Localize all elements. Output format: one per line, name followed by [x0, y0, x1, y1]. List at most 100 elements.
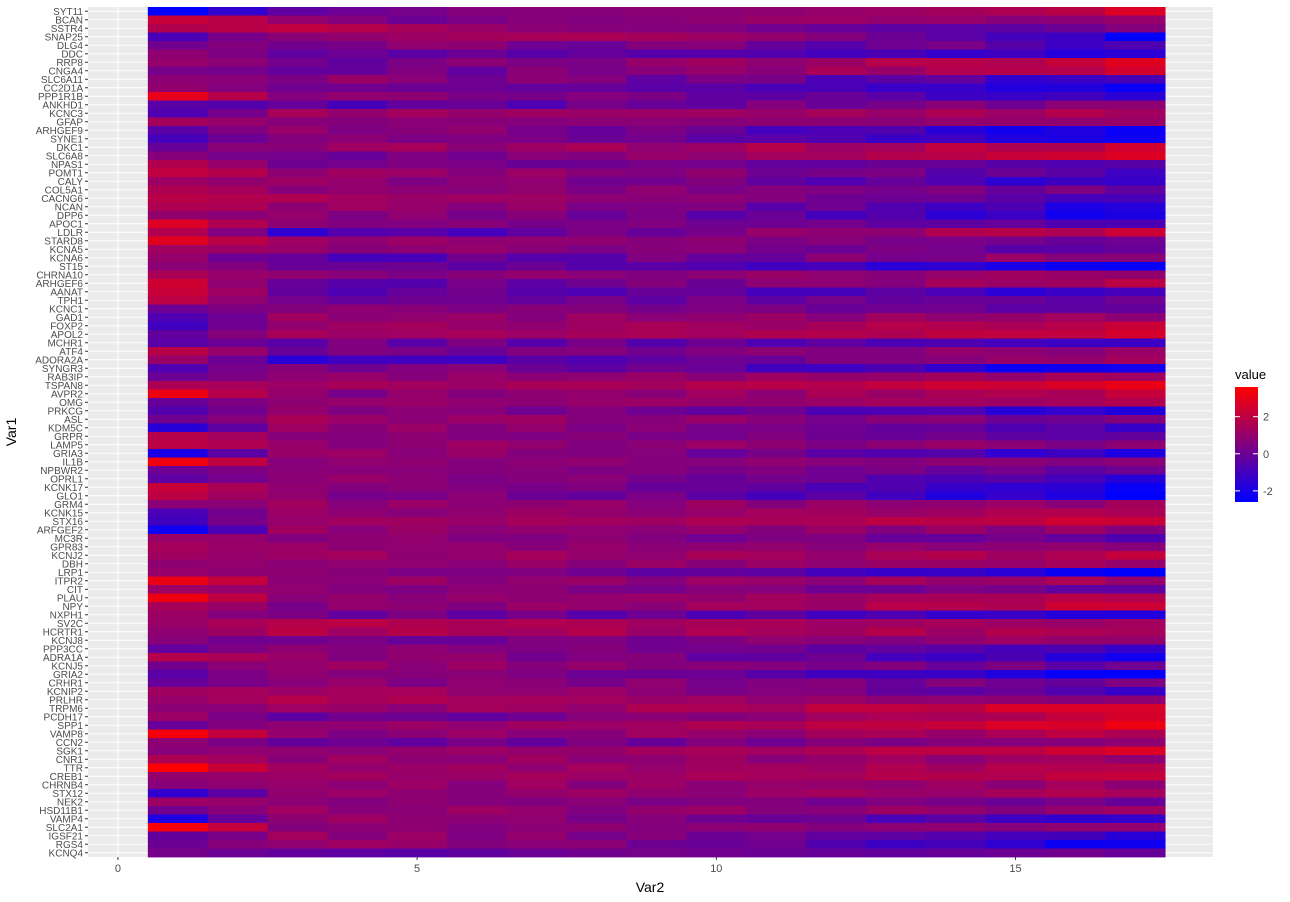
heatmap-cell — [267, 134, 328, 144]
heatmap-cell — [865, 636, 927, 645]
heatmap-cell — [626, 483, 687, 492]
heatmap-cell — [1045, 704, 1106, 713]
heatmap-cell — [1105, 151, 1166, 161]
y-tick-label: GAD1 — [56, 313, 84, 324]
y-tick-label: KCNK15 — [44, 508, 83, 519]
heatmap-cell — [447, 134, 508, 144]
heatmap-cell — [327, 670, 388, 679]
heatmap-cell — [626, 457, 687, 467]
heatmap-cell — [147, 585, 209, 594]
heatmap-cell — [985, 661, 1046, 671]
heatmap-cell — [985, 780, 1046, 790]
y-tick-label: ST15 — [59, 262, 83, 273]
heatmap-cell — [506, 219, 568, 229]
heatmap-cell — [447, 704, 508, 713]
heatmap-cell — [447, 143, 508, 152]
heatmap-cell — [566, 491, 627, 501]
y-tick-label: KCNC1 — [49, 304, 83, 315]
heatmap-cell — [626, 347, 687, 356]
y-tick-label: NCAN — [55, 202, 83, 213]
heatmap-cell — [566, 746, 627, 756]
heatmap-cell — [626, 253, 687, 263]
heatmap-cell — [865, 542, 927, 552]
heatmap-cell — [147, 304, 209, 314]
heatmap-cell — [566, 372, 627, 382]
heatmap-cell — [267, 508, 328, 518]
heatmap-cell — [985, 134, 1046, 144]
y-tick-label: KCNA6 — [50, 253, 84, 264]
heatmap-cell — [447, 415, 508, 424]
y-tick-label: DPP6 — [57, 211, 84, 222]
heatmap-cell — [506, 58, 568, 67]
heatmap-cell — [447, 551, 508, 560]
heatmap-cell — [1045, 483, 1106, 492]
heatmap-cell — [1105, 415, 1166, 424]
heatmap-cell — [447, 126, 508, 135]
heatmap-cell — [387, 109, 448, 118]
heatmap-cell — [865, 568, 927, 577]
heatmap-cell — [985, 797, 1046, 807]
heatmap-cell — [267, 347, 328, 356]
heatmap-cell — [925, 32, 987, 42]
heatmap-cell — [806, 406, 867, 416]
heatmap-cell — [506, 789, 568, 798]
heatmap-cell — [746, 483, 807, 492]
y-tick-label: AVPR2 — [51, 389, 83, 400]
legend-tick-label: 2 — [1263, 412, 1269, 424]
heatmap-cell — [1105, 449, 1166, 458]
heatmap-cell — [566, 117, 627, 127]
y-tick-label: SYNE1 — [50, 134, 83, 145]
heatmap-cell — [865, 126, 927, 135]
heatmap-cell — [207, 58, 268, 67]
heatmap-cell — [865, 245, 927, 254]
heatmap-cell — [806, 253, 867, 263]
heatmap-cell — [267, 262, 328, 271]
heatmap-cell — [147, 287, 209, 297]
heatmap-cell — [925, 474, 987, 484]
heatmap-cell — [626, 287, 687, 297]
heatmap-cell — [147, 738, 209, 747]
heatmap-cell — [1045, 746, 1106, 756]
heatmap-cell — [207, 219, 268, 229]
heatmap-cell — [566, 542, 627, 552]
heatmap-cell — [1105, 32, 1166, 42]
heatmap-cell — [566, 160, 627, 169]
heatmap-cell — [566, 338, 627, 348]
heatmap-cell — [207, 780, 268, 790]
heatmap-cell — [327, 559, 388, 569]
heatmap-cell — [147, 551, 209, 560]
heatmap-cell — [1105, 551, 1166, 560]
heatmap-cell — [506, 262, 568, 271]
heatmap-cell — [925, 398, 987, 407]
heatmap-cell — [806, 457, 867, 467]
heatmap-cell — [865, 687, 927, 696]
heatmap-cell — [686, 755, 747, 764]
heatmap-cell — [925, 415, 987, 424]
heatmap-cell — [865, 372, 927, 382]
heatmap-cell — [147, 151, 209, 161]
heatmap-cell — [327, 287, 388, 297]
heatmap-cell — [925, 551, 987, 560]
heatmap-cell — [1045, 440, 1106, 450]
heatmap-cell — [626, 58, 687, 67]
heatmap-cell — [746, 721, 807, 730]
heatmap-cell — [626, 236, 687, 246]
heatmap-cell — [506, 840, 568, 849]
heatmap-cell — [506, 542, 568, 552]
heatmap-cell — [865, 270, 927, 280]
heatmap-cell — [387, 721, 448, 730]
heatmap-cell — [267, 41, 328, 50]
heatmap-cell — [566, 585, 627, 594]
heatmap-cell — [865, 619, 927, 628]
heatmap-cell — [806, 602, 867, 611]
heatmap-cell — [267, 840, 328, 849]
heatmap-cell — [147, 330, 209, 339]
heatmap-cell — [327, 398, 388, 407]
heatmap-cell — [267, 228, 328, 237]
heatmap-cell — [626, 262, 687, 271]
heatmap-cell — [746, 347, 807, 356]
heatmap-cell — [447, 262, 508, 271]
x-axis-title: Var2 — [636, 879, 665, 895]
heatmap-cell — [1045, 806, 1106, 815]
heatmap-cell — [686, 432, 747, 441]
